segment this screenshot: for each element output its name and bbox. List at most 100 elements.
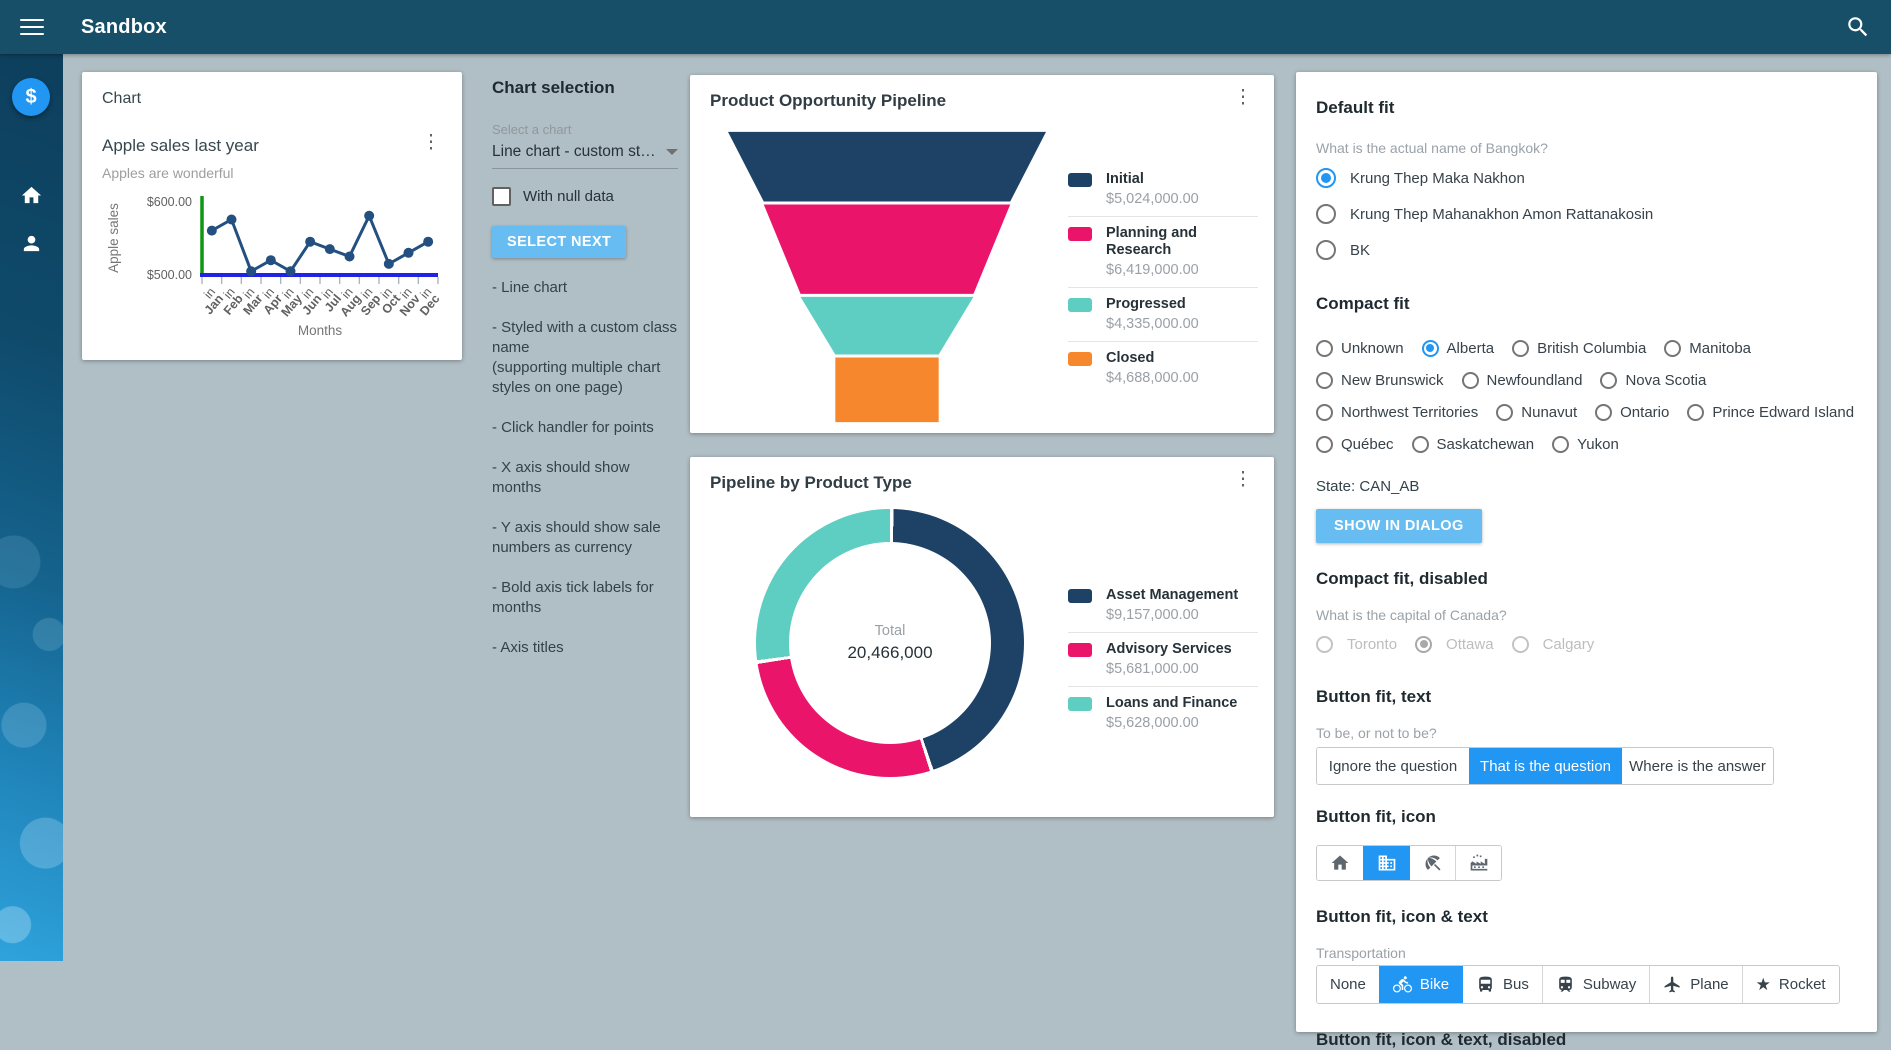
with-null-data-checkbox[interactable]: With null data (492, 187, 678, 206)
segment-button[interactable]: Where is the answer (1621, 748, 1773, 784)
radio-selected-icon (1421, 339, 1439, 357)
legend-label: Asset Management (1106, 587, 1239, 603)
radio-icon (1316, 204, 1336, 224)
chart-card-header: Chart (102, 90, 142, 107)
radio-label: Québec (1341, 435, 1394, 453)
radio-label: Manitoba (1689, 339, 1752, 357)
radio-option[interactable]: Krung Thep Maka Nakhon (1316, 160, 1857, 196)
icon-button-group (1316, 845, 1502, 881)
radio-option[interactable]: BK (1316, 232, 1857, 268)
kebab-menu-icon[interactable]: ⋮ (1233, 87, 1253, 108)
radio-option[interactable]: New Brunswick (1316, 364, 1444, 396)
radio-option[interactable]: Nova Scotia (1600, 364, 1706, 396)
radio-option[interactable]: Ontario (1595, 396, 1669, 428)
star-icon: ★ (1755, 975, 1771, 994)
svg-text:$500.00: $500.00 (147, 268, 192, 282)
radio-icon (1316, 403, 1333, 421)
sidebar-item-sales[interactable]: $ (12, 78, 50, 116)
tobe-question: To be, or not to be? (1316, 725, 1437, 741)
radio-option[interactable]: Manitoba (1664, 332, 1751, 364)
segment-button-bus[interactable]: Bus (1462, 966, 1542, 1003)
segment-label: Subway (1582, 976, 1637, 993)
radio-icon (1595, 403, 1613, 421)
legend-label: Closed (1106, 350, 1155, 366)
main-content: Chart Apple sales last year ⋮ Apples are… (63, 54, 1891, 1049)
radio-label: Toronto (1347, 635, 1398, 653)
segment-button-bike-selected[interactable]: Bike (1378, 966, 1463, 1003)
segment-button-none[interactable]: None (1317, 966, 1379, 1003)
segment-button-factory[interactable] (1455, 846, 1501, 880)
radio-icon (1316, 240, 1336, 260)
radio-icon (1600, 371, 1618, 389)
home-icon (1331, 855, 1349, 870)
factory-icon (1470, 854, 1487, 871)
sidebar-item-profile[interactable] (20, 232, 43, 255)
chart-title: Apple sales last year (102, 136, 259, 155)
home-icon (21, 186, 42, 204)
radio-icon (1552, 435, 1570, 453)
segment-button-selected[interactable]: That is the question (1469, 748, 1621, 784)
select-next-button[interactable]: SELECT NEXT (492, 226, 627, 258)
radio-option[interactable]: Yukon (1552, 428, 1619, 460)
chart-select-dropdown[interactable]: Line chart - custom st… (492, 143, 678, 169)
segment-button-beach[interactable] (1409, 846, 1455, 880)
top-navbar: Sandbox (0, 0, 1891, 54)
section-button-fit-text: Button fit, text (1316, 687, 1432, 706)
svg-text:$600.00: $600.00 (147, 195, 192, 209)
segment-button-subway[interactable]: Subway (1541, 966, 1650, 1003)
chart-subtitle: Apples are wonderful (102, 165, 234, 181)
menu-button[interactable] (0, 14, 63, 40)
radio-option[interactable]: Saskatchewan (1411, 428, 1534, 460)
segment-button-office-selected[interactable] (1363, 846, 1409, 880)
radio-option-disabled: Toronto (1316, 627, 1397, 661)
radio-option[interactable]: Newfoundland (1461, 364, 1583, 396)
apple-sales-card: Chart Apple sales last year ⋮ Apples are… (82, 72, 462, 360)
legend-label: Planning and Research (1106, 225, 1198, 258)
radio-icon (1687, 403, 1705, 421)
svg-text:Apple sales: Apple sales (106, 203, 121, 273)
capital-radio-group-disabled: Toronto Ottawa Calgary (1316, 627, 1857, 661)
segment-button-rocket[interactable]: ★ Rocket (1741, 966, 1839, 1003)
radio-option[interactable]: British Columbia (1512, 332, 1646, 364)
radio-icon (1316, 339, 1333, 357)
radio-icon (1512, 339, 1530, 357)
radio-option[interactable]: Québec (1316, 428, 1394, 460)
radio-icon (1411, 435, 1429, 453)
segment-button[interactable]: Ignore the question (1317, 748, 1469, 784)
radio-option[interactable]: Northwest Territories (1316, 396, 1478, 428)
note-item: - Bold axis tick labels for months (492, 579, 654, 616)
funnel-card-title: Product Opportunity Pipeline (710, 91, 947, 110)
funnel-legend: Initial $5,024,000.00 Planning and Resear… (1068, 163, 1258, 395)
radio-option[interactable]: Prince Edward Island (1687, 396, 1854, 428)
segment-button-home[interactable] (1317, 846, 1363, 880)
radio-option[interactable]: Unknown (1316, 332, 1404, 364)
legend-item: Initial $5,024,000.00 (1068, 163, 1258, 216)
donut-chart[interactable]: Total 20,466,000 (756, 509, 1024, 777)
kebab-menu-icon[interactable]: ⋮ (1233, 469, 1253, 490)
radio-label: Ontario (1620, 403, 1670, 421)
radio-label: Krung Thep Maka Nakhon (1350, 169, 1525, 187)
radio-label: Newfoundland (1486, 371, 1583, 389)
bangkok-question: What is the actual name of Bangkok? (1316, 140, 1548, 156)
funnel-chart[interactable] (728, 131, 1046, 423)
chevron-down-icon (666, 149, 678, 155)
radio-icon (1316, 371, 1333, 389)
office-building-icon (1378, 855, 1395, 871)
radio-option[interactable]: Alberta (1421, 332, 1494, 364)
show-in-dialog-button[interactable]: SHOW IN DIALOG (1316, 509, 1482, 543)
legend-item: Closed $4,688,000.00 (1068, 341, 1258, 395)
person-icon (23, 235, 40, 252)
bike-icon (1392, 976, 1412, 993)
radio-option-disabled: Ottawa (1415, 627, 1494, 661)
plane-icon (1664, 976, 1680, 993)
dollar-icon: $ (25, 85, 37, 108)
segment-button-plane[interactable]: Plane (1649, 966, 1742, 1003)
sidebar-item-home[interactable] (20, 184, 43, 207)
section-button-fit-icon-text-disabled: Button fit, icon & text, disabled (1316, 1030, 1567, 1049)
donut-card-title: Pipeline by Product Type (710, 473, 912, 492)
radio-option[interactable]: Krung Thep Mahanakhon Amon Rattanakosin (1316, 196, 1857, 232)
radio-option[interactable]: Nunavut (1496, 396, 1577, 428)
kebab-menu-icon[interactable]: ⋮ (421, 132, 441, 153)
search-icon[interactable] (1845, 14, 1871, 40)
